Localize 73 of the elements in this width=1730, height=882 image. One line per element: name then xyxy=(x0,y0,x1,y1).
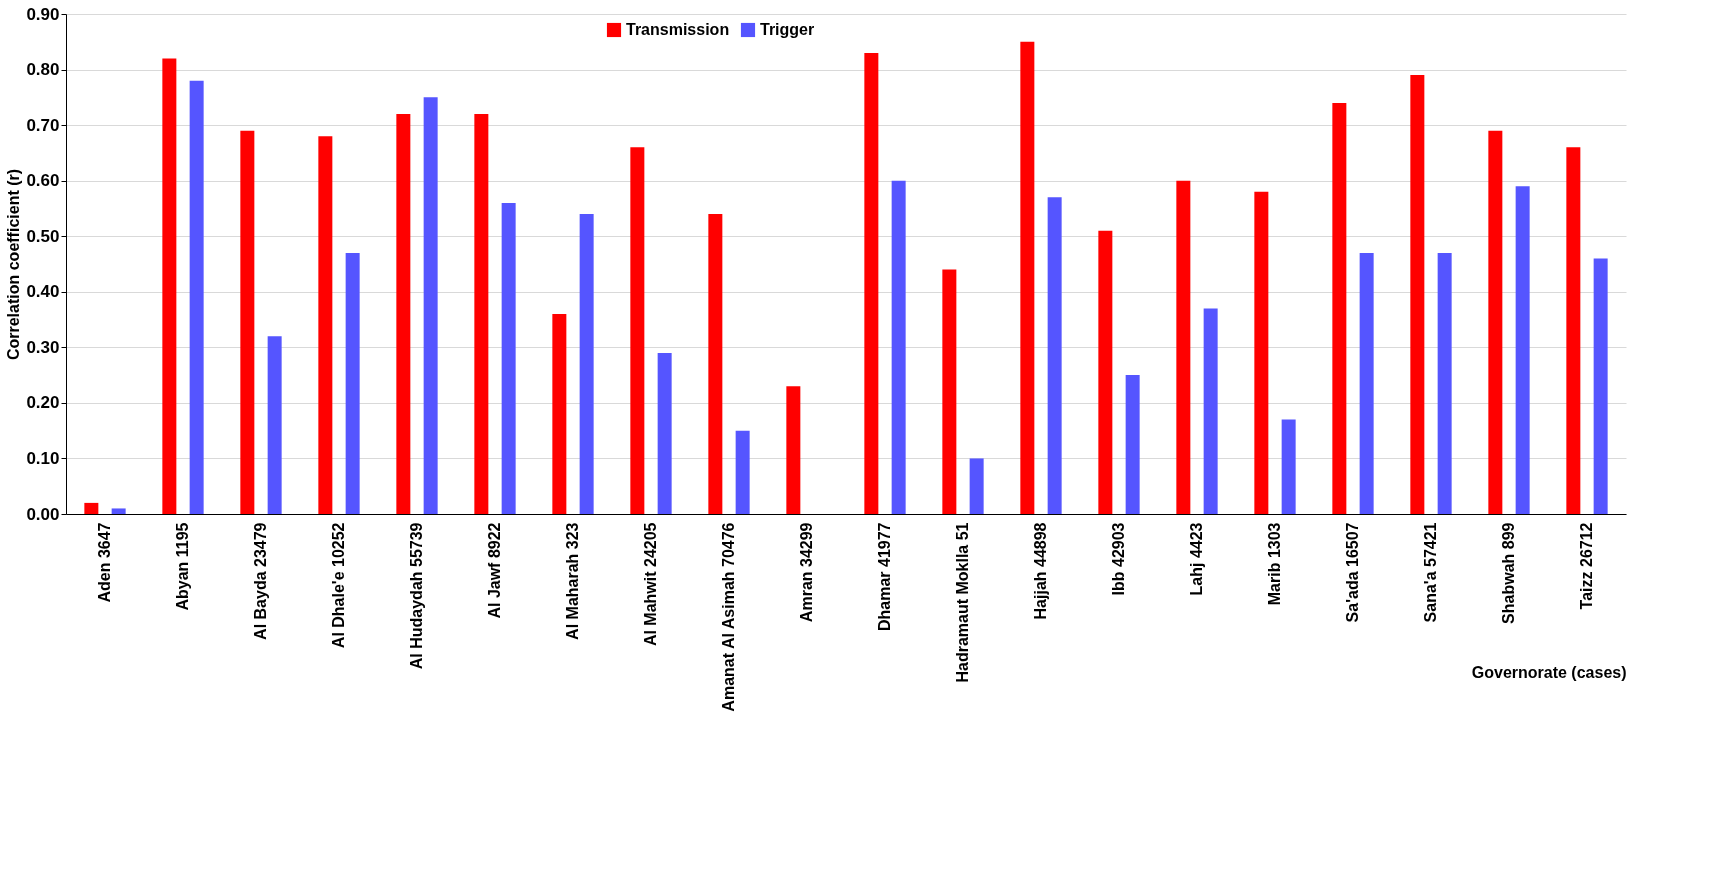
x-tick-label: Al Mahwit 24205 xyxy=(642,522,659,647)
x-tick-label: Al Hudaydah 55739 xyxy=(408,522,425,670)
x-tick-label: Sana'a 57421 xyxy=(1422,522,1439,623)
x-tick-label: Lahj 4423 xyxy=(1188,522,1205,596)
y-tick-label: 0.60 xyxy=(26,171,60,191)
bar xyxy=(864,52,879,514)
bar xyxy=(162,58,177,514)
bar xyxy=(891,180,906,514)
bar xyxy=(240,130,255,514)
y-tick-label: 0.70 xyxy=(26,115,60,135)
bar xyxy=(1176,180,1191,514)
bar xyxy=(423,97,438,514)
bar xyxy=(1593,258,1608,514)
bar xyxy=(267,336,282,514)
y-tick-label: 0.90 xyxy=(26,4,60,24)
y-tick-label: 0.20 xyxy=(26,393,60,413)
bar xyxy=(786,386,801,514)
bar xyxy=(1281,419,1296,514)
bar xyxy=(1515,186,1530,514)
x-tick-label: Amanat Al Asimah 70476 xyxy=(720,522,737,712)
x-tick-label: Taizz 26712 xyxy=(1578,522,1595,610)
bar xyxy=(345,252,360,514)
bar xyxy=(501,202,516,514)
x-tick-label: Ibb 42903 xyxy=(1110,522,1127,596)
x-tick-label: Al Dhale'e 10252 xyxy=(330,522,347,649)
bar xyxy=(474,114,489,514)
x-tick-label: Marib 1303 xyxy=(1266,522,1283,606)
bar xyxy=(1437,252,1452,514)
x-tick-label: Shabwah 899 xyxy=(1500,522,1517,624)
bar xyxy=(552,314,567,514)
bar xyxy=(1410,75,1425,514)
x-axis-title: Governorate (cases) xyxy=(1471,663,1627,681)
bar xyxy=(1203,308,1218,514)
y-tick-label: 0.50 xyxy=(26,226,60,246)
bar xyxy=(1047,197,1062,514)
bar xyxy=(1098,230,1113,514)
bar xyxy=(708,214,723,514)
bar xyxy=(630,147,645,514)
x-tick-label: Aden 3647 xyxy=(96,522,113,603)
x-tick-label: Al Bayda 23479 xyxy=(252,522,269,640)
legend-label: Trigger xyxy=(760,21,815,38)
bar xyxy=(396,114,411,514)
y-tick-label: 0.10 xyxy=(26,448,60,468)
y-tick-label: 0.80 xyxy=(26,60,60,80)
x-tick-label: Al Maharah 323 xyxy=(564,522,581,640)
bar xyxy=(969,458,984,514)
bar xyxy=(318,136,333,514)
y-tick-label: 0.00 xyxy=(26,504,60,524)
y-tick-label: 0.30 xyxy=(26,337,60,357)
bar xyxy=(735,430,750,514)
x-tick-label: Hajjah 44898 xyxy=(1032,522,1049,620)
bar xyxy=(1254,191,1269,514)
bar xyxy=(579,214,594,514)
x-tick-label: Sa'ada 16507 xyxy=(1344,522,1361,623)
y-axis-title: Correlation coefficient (r) xyxy=(5,168,23,361)
bar xyxy=(1020,41,1035,514)
y-tick-label: 0.40 xyxy=(26,282,60,302)
bar xyxy=(1566,147,1581,514)
bar xyxy=(84,502,99,514)
bar xyxy=(1332,102,1347,514)
x-tick-label: Hadramaut Moklla 51 xyxy=(954,522,971,683)
x-tick-label: Abyan 1195 xyxy=(174,522,191,611)
bar xyxy=(111,508,126,514)
bar xyxy=(942,269,957,514)
bar xyxy=(1359,252,1374,514)
bar xyxy=(1125,375,1140,514)
x-tick-label: Dhamar 41977 xyxy=(876,522,893,632)
x-tick-label: Al Jawf 8922 xyxy=(486,522,503,619)
bar xyxy=(657,352,672,514)
bar xyxy=(1488,130,1503,514)
x-tick-label: Amran 34299 xyxy=(798,522,815,623)
legend-label: Transmission xyxy=(626,21,730,38)
bar xyxy=(189,80,204,514)
